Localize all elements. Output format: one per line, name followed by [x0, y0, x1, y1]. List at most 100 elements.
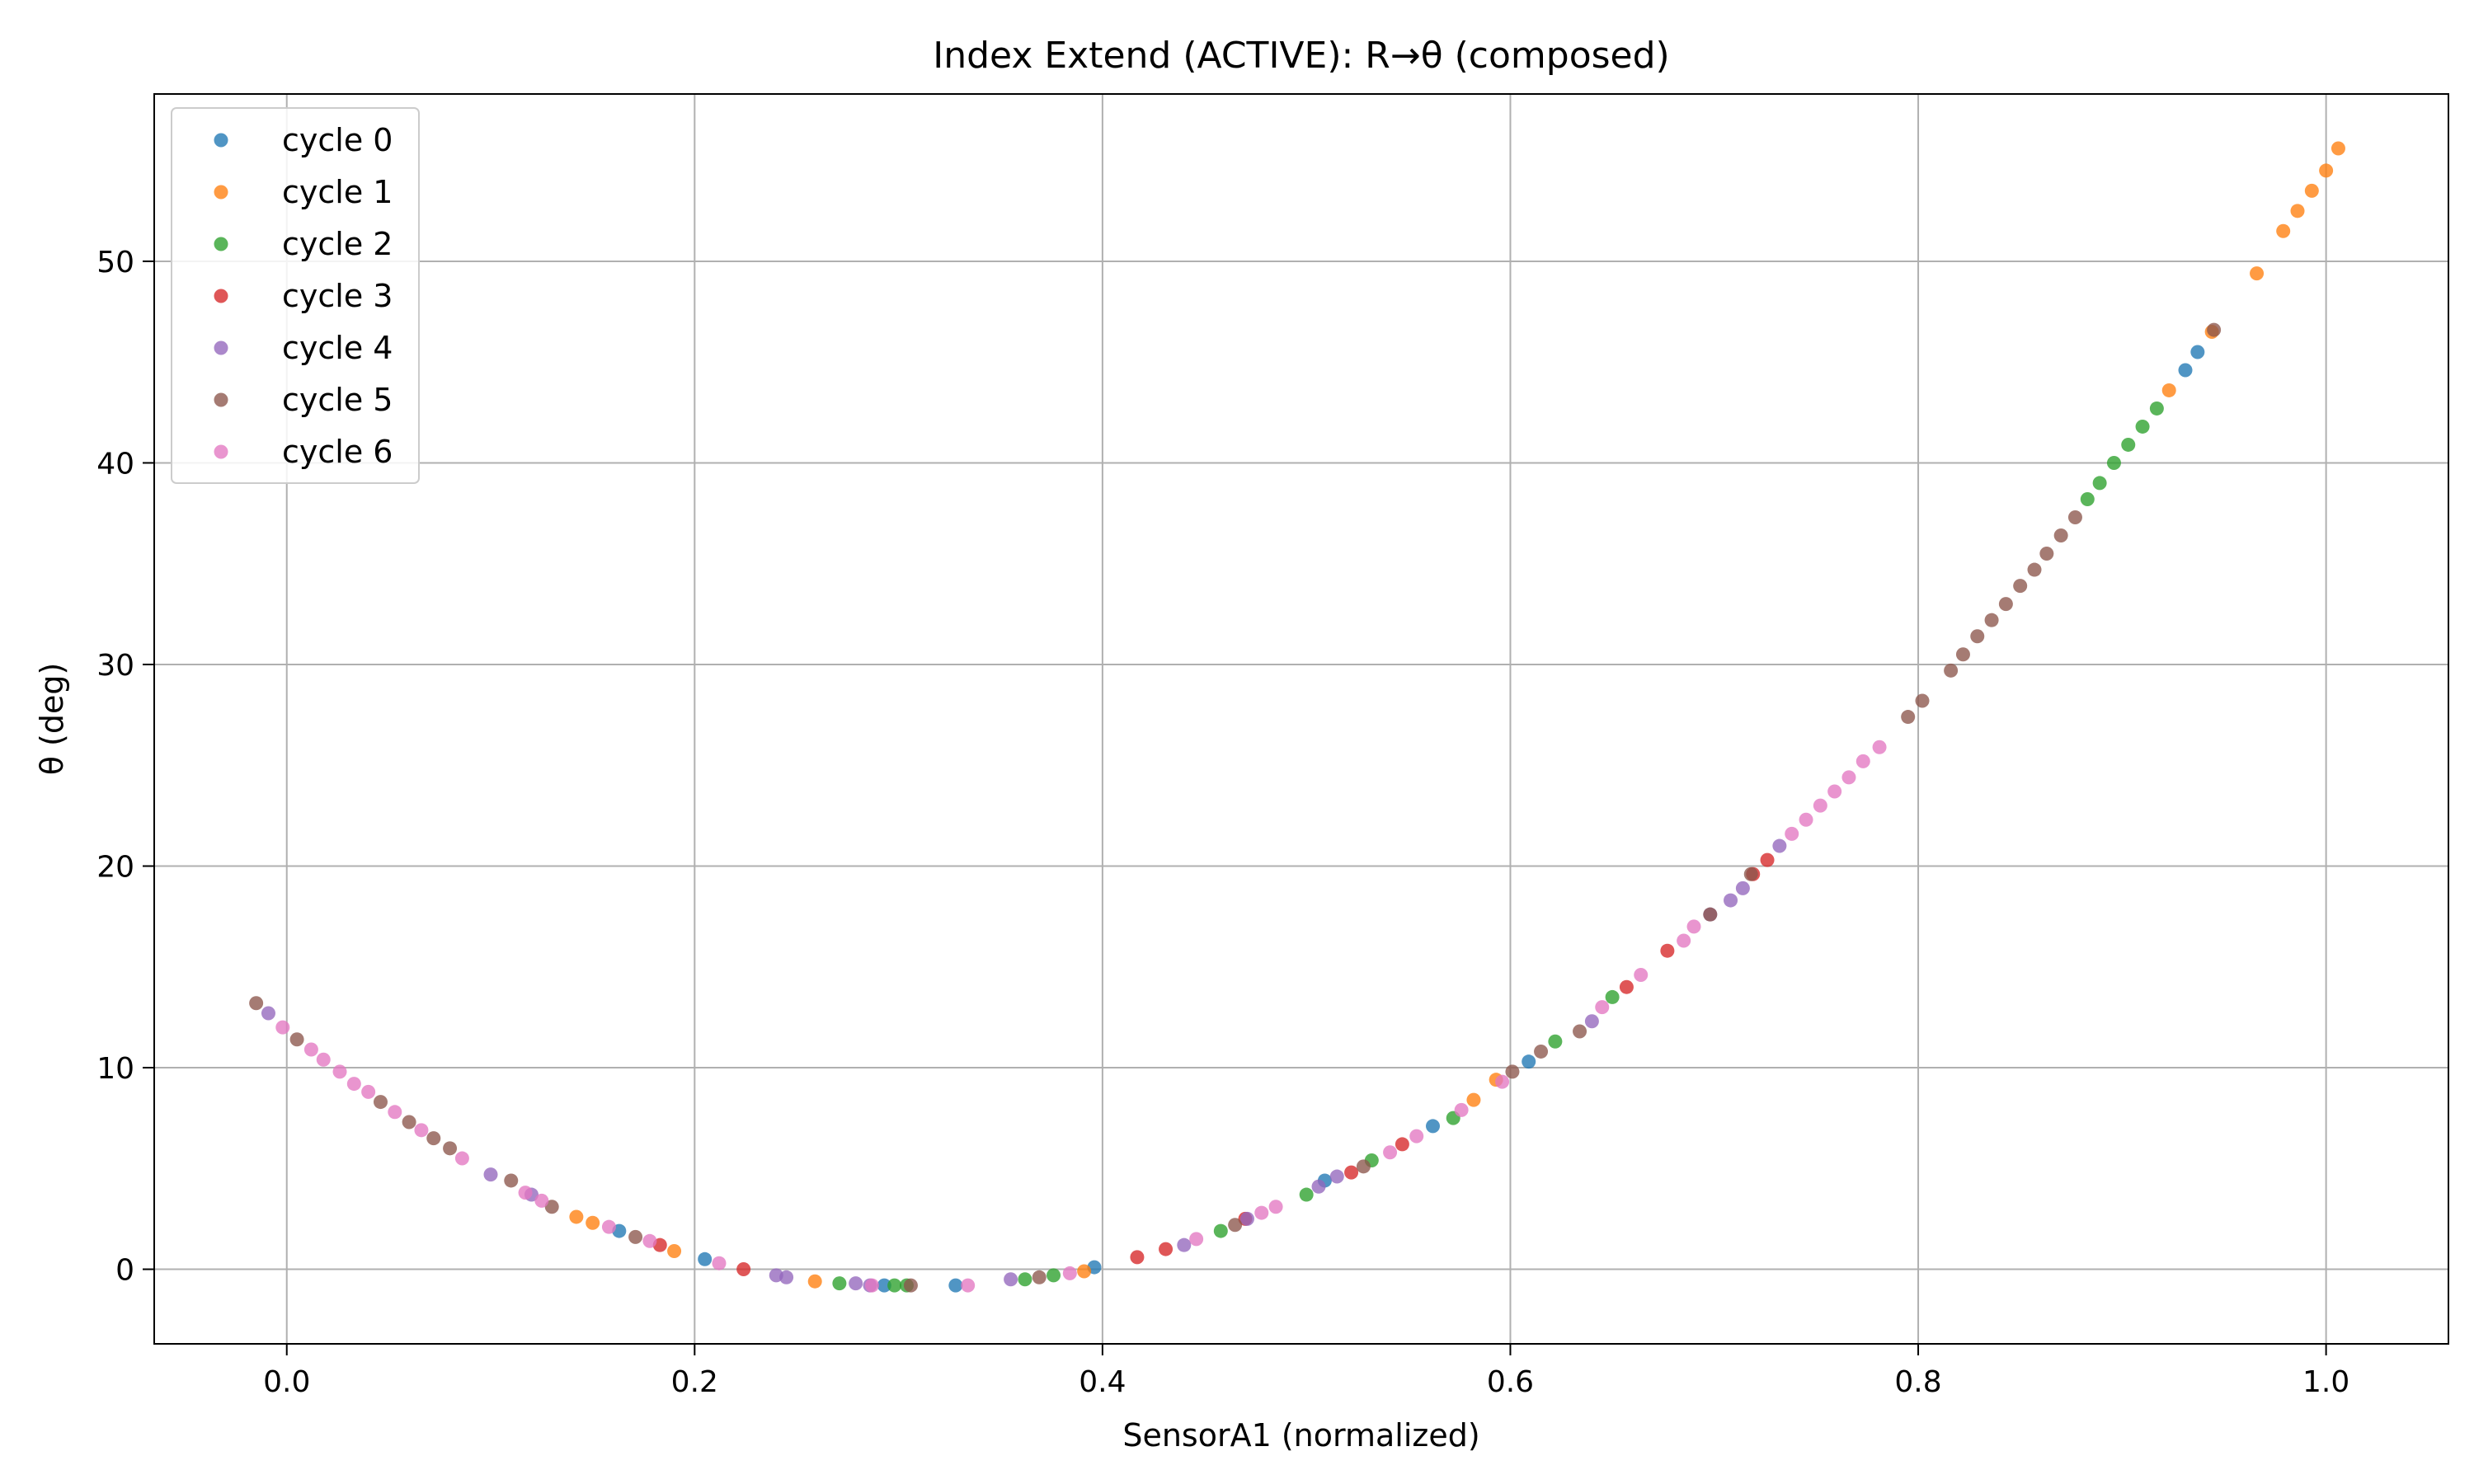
- data-point: [698, 1252, 713, 1266]
- data-point: [1228, 1218, 1243, 1233]
- y-tick-label: 30: [96, 649, 134, 683]
- data-point: [1239, 1211, 1254, 1226]
- data-point: [2207, 322, 2222, 337]
- y-tick-label: 0: [115, 1254, 134, 1288]
- data-point: [1619, 979, 1634, 994]
- data-point: [373, 1095, 388, 1110]
- data-point: [1573, 1024, 1587, 1039]
- data-point: [2106, 455, 2121, 470]
- y-axis-ticks: 0 10 20 30 40 50: [96, 246, 154, 1288]
- data-point: [1409, 1129, 1424, 1144]
- legend-label: cycle 2: [282, 226, 393, 262]
- data-point: [601, 1219, 616, 1234]
- data-point: [414, 1123, 429, 1138]
- data-point: [628, 1229, 643, 1244]
- data-point: [1329, 1169, 1344, 1184]
- data-point: [1177, 1237, 1192, 1252]
- legend-marker: [214, 185, 228, 200]
- data-point: [1660, 943, 1675, 958]
- legend-marker: [214, 392, 228, 407]
- data-point: [483, 1167, 498, 1182]
- data-point: [864, 1278, 879, 1293]
- data-point: [2080, 491, 2095, 506]
- data-point: [1735, 881, 1750, 895]
- data-point: [1915, 693, 1930, 708]
- x-tick-label: 0.4: [1079, 1365, 1126, 1399]
- data-point: [1548, 1034, 1563, 1049]
- data-point: [2331, 141, 2345, 156]
- data-point: [454, 1151, 469, 1166]
- chart-title: Index Extend (ACTIVE): R→θ (composed): [933, 35, 1669, 77]
- legend-label: cycle 5: [282, 382, 393, 418]
- data-point: [249, 996, 264, 1011]
- y-tick-label: 50: [96, 246, 134, 279]
- legend-label: cycle 4: [282, 330, 393, 366]
- legend-marker: [214, 444, 228, 459]
- data-point: [443, 1141, 458, 1156]
- data-point: [1785, 826, 1799, 841]
- data-point: [1901, 710, 1916, 725]
- data-point: [2027, 562, 2042, 577]
- data-point: [2161, 383, 2176, 397]
- data-point: [2013, 579, 2028, 594]
- data-point: [1534, 1044, 1549, 1059]
- data-point: [1760, 852, 1775, 867]
- data-point: [1505, 1064, 1520, 1079]
- legend-marker: [214, 289, 228, 303]
- data-point: [2319, 163, 2334, 178]
- data-point: [2149, 401, 2164, 416]
- data-point: [1944, 663, 1959, 678]
- data-point: [289, 1032, 304, 1047]
- data-point: [1062, 1266, 1077, 1280]
- data-point: [849, 1276, 863, 1291]
- data-point: [903, 1278, 918, 1293]
- data-point: [426, 1131, 441, 1146]
- data-point: [1724, 893, 1738, 908]
- data-point: [1955, 647, 1970, 662]
- data-point: [1383, 1145, 1398, 1160]
- plot-frame: [153, 93, 2449, 1345]
- data-point: [1813, 798, 1827, 813]
- data-point: [1268, 1200, 1283, 1214]
- data-point: [1018, 1272, 1032, 1287]
- legend-label: cycle 3: [282, 278, 393, 314]
- data-point: [569, 1209, 584, 1224]
- data-point: [1454, 1102, 1469, 1117]
- data-point: [586, 1215, 600, 1230]
- data-point: [1254, 1205, 1269, 1220]
- data-point: [1032, 1270, 1047, 1284]
- x-tick-label: 0.8: [1894, 1365, 1941, 1399]
- data-point: [1677, 933, 1691, 948]
- data-point: [1213, 1223, 1228, 1238]
- legend-items: cycle 0 cycle 1 cycle 2 cycle 3 cycle 4 cycle…: [214, 122, 393, 470]
- data-point: [2290, 204, 2305, 218]
- legend-label: cycle 1: [282, 174, 393, 210]
- x-tick-label: 0.6: [1487, 1365, 1534, 1399]
- data-point: [1743, 866, 1758, 881]
- data-point: [275, 1020, 290, 1035]
- data-point: [544, 1200, 559, 1214]
- legend: cycle 0 cycle 1 cycle 2 cycle 3 cycle 4 cycle…: [171, 107, 420, 484]
- data-point: [712, 1256, 727, 1270]
- data-point: [1686, 919, 1701, 934]
- data-point: [1984, 613, 1999, 627]
- data-point: [779, 1270, 794, 1284]
- data-point: [1841, 770, 1856, 785]
- data-point: [1356, 1159, 1371, 1174]
- data-point: [2067, 510, 2082, 524]
- x-tick-label: 0.2: [671, 1365, 718, 1399]
- data-point: [1344, 1165, 1359, 1180]
- data-point: [667, 1244, 682, 1259]
- data-point: [1395, 1137, 1409, 1152]
- data-point: [1634, 968, 1649, 983]
- data-point: [388, 1105, 402, 1120]
- x-tick-label: 1.0: [2302, 1365, 2349, 1399]
- data-point: [1772, 838, 1787, 853]
- legend-marker: [214, 237, 228, 251]
- legend-marker: [214, 133, 228, 148]
- y-axis-label: θ (deg): [34, 663, 70, 776]
- data-point: [1004, 1272, 1018, 1287]
- data-point: [1827, 784, 1842, 799]
- data-point: [2190, 345, 2205, 359]
